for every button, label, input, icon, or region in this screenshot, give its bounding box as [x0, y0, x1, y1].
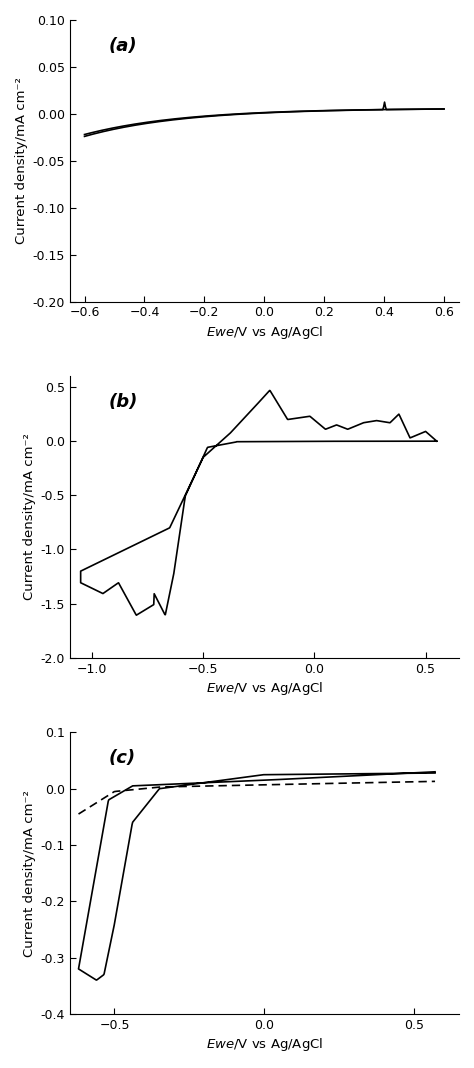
X-axis label: $Ewe$/V vs Ag/AgCl: $Ewe$/V vs Ag/AgCl	[206, 680, 323, 696]
X-axis label: $Ewe$/V vs Ag/AgCl: $Ewe$/V vs Ag/AgCl	[206, 1036, 323, 1053]
Y-axis label: Current density/mA cm⁻²: Current density/mA cm⁻²	[23, 789, 36, 957]
Text: (a): (a)	[109, 37, 137, 54]
Text: (c): (c)	[109, 750, 136, 767]
Text: (b): (b)	[109, 393, 138, 411]
Y-axis label: Current density/mA cm⁻²: Current density/mA cm⁻²	[15, 77, 28, 245]
Y-axis label: Current density/mA cm⁻²: Current density/mA cm⁻²	[23, 434, 36, 600]
X-axis label: $Ewe$/V vs Ag/AgCl: $Ewe$/V vs Ag/AgCl	[206, 324, 323, 341]
